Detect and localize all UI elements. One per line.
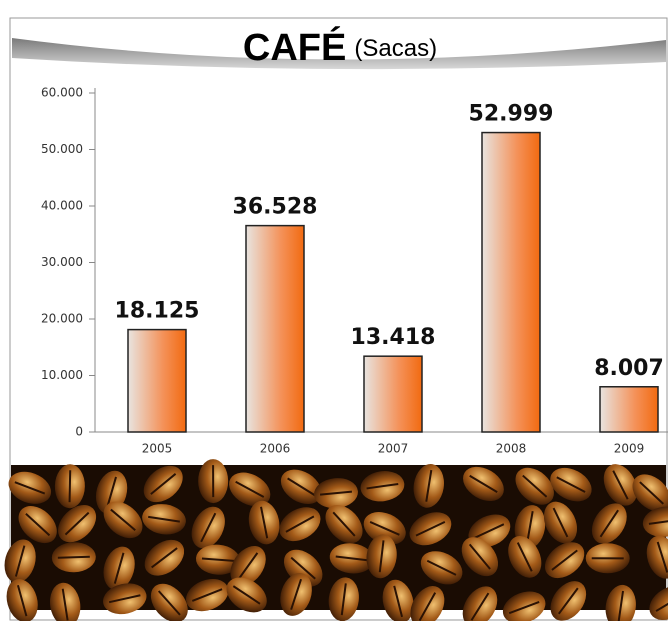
bean-crease bbox=[290, 578, 302, 610]
y-tick-label: 30.000 bbox=[41, 255, 83, 269]
bean-crease bbox=[14, 545, 26, 577]
x-tick-label: 2008 bbox=[496, 442, 527, 456]
bean-crease bbox=[508, 600, 540, 615]
bean-crease bbox=[655, 593, 668, 612]
bar bbox=[599, 386, 659, 433]
chart-heading: CAFÉ (Sacas) bbox=[243, 25, 437, 69]
bean-crease bbox=[470, 592, 490, 621]
bean-crease bbox=[656, 541, 668, 573]
bean-crease bbox=[108, 594, 141, 604]
header-swoosh bbox=[12, 38, 666, 70]
bean-crease bbox=[415, 520, 446, 537]
bean-crease bbox=[191, 588, 223, 602]
bean-crease bbox=[468, 543, 491, 570]
bean-crease bbox=[335, 555, 368, 562]
bar bbox=[127, 328, 187, 433]
bar bbox=[245, 224, 305, 433]
bean-crease bbox=[639, 481, 664, 505]
chart-subtitle: (Sacas) bbox=[354, 35, 437, 62]
bean-crease bbox=[260, 506, 269, 539]
bean-crease bbox=[201, 557, 234, 562]
bean-crease bbox=[369, 521, 400, 536]
x-tick-label: 2007 bbox=[378, 442, 409, 456]
value-label: 18.125 bbox=[115, 299, 200, 324]
bean-crease bbox=[516, 542, 533, 572]
bean-crease bbox=[426, 559, 457, 576]
value-label: 8.007 bbox=[594, 356, 664, 381]
coffee-bean bbox=[649, 585, 668, 620]
y-tick-label: 20.000 bbox=[41, 312, 83, 326]
bean-crease bbox=[648, 518, 668, 525]
y-tick-label: 60.000 bbox=[41, 86, 83, 100]
bean-crease bbox=[366, 483, 399, 490]
bean-crease bbox=[425, 469, 433, 502]
bean-crease bbox=[522, 474, 548, 498]
x-tick-label: 2006 bbox=[260, 442, 291, 456]
x-tick-label: 2009 bbox=[614, 442, 645, 456]
bean-crease bbox=[612, 470, 629, 500]
bean-crease bbox=[110, 508, 136, 532]
bean-crease bbox=[113, 552, 125, 584]
bean-crease bbox=[340, 583, 347, 616]
bean-crease bbox=[235, 480, 265, 498]
value-label: 36.528 bbox=[233, 195, 318, 220]
bar bbox=[363, 355, 423, 433]
bean-crease bbox=[57, 555, 90, 559]
bean-crease bbox=[332, 511, 356, 537]
bean-crease bbox=[290, 556, 316, 580]
bean-crease bbox=[393, 585, 403, 618]
bean-crease bbox=[526, 511, 534, 543]
bean-crease bbox=[237, 552, 259, 580]
bean-crease bbox=[68, 470, 72, 503]
bean-crease bbox=[319, 490, 353, 496]
bean-crease bbox=[106, 476, 117, 508]
bean-crease bbox=[287, 477, 316, 497]
bean-crease bbox=[151, 547, 178, 569]
y-tick-label: 50.000 bbox=[41, 142, 83, 156]
x-tick-label: 2005 bbox=[142, 442, 173, 456]
bean-crease bbox=[61, 588, 69, 621]
chart-title: CAFÉ bbox=[243, 25, 346, 69]
bean-crease bbox=[64, 511, 90, 536]
bean-crease bbox=[232, 585, 261, 605]
value-label: 52.999 bbox=[469, 102, 554, 127]
bean-crease bbox=[285, 515, 315, 533]
bean-crease bbox=[418, 592, 437, 621]
bean-crease bbox=[552, 507, 569, 538]
bean-crease bbox=[469, 474, 498, 493]
bar bbox=[481, 131, 541, 433]
bean-crease bbox=[16, 584, 28, 617]
y-tick-label: 0 bbox=[75, 425, 83, 439]
bean-crease bbox=[157, 590, 181, 616]
bean-crease bbox=[148, 515, 180, 523]
bean-crease bbox=[556, 476, 586, 493]
bean-crease bbox=[557, 587, 579, 615]
bean-crease bbox=[474, 523, 505, 539]
bean-crease bbox=[14, 481, 46, 495]
bean-crease bbox=[150, 473, 177, 495]
y-tick-label: 10.000 bbox=[41, 368, 83, 382]
bean-crease bbox=[200, 512, 217, 543]
bean-crease bbox=[378, 540, 385, 573]
bean-crease bbox=[25, 513, 51, 537]
bean-crease bbox=[617, 590, 624, 621]
value-label: 13.418 bbox=[351, 325, 436, 350]
bean-crease bbox=[599, 509, 619, 538]
y-tick-label: 40.000 bbox=[41, 199, 83, 213]
bean-crease bbox=[551, 549, 578, 571]
